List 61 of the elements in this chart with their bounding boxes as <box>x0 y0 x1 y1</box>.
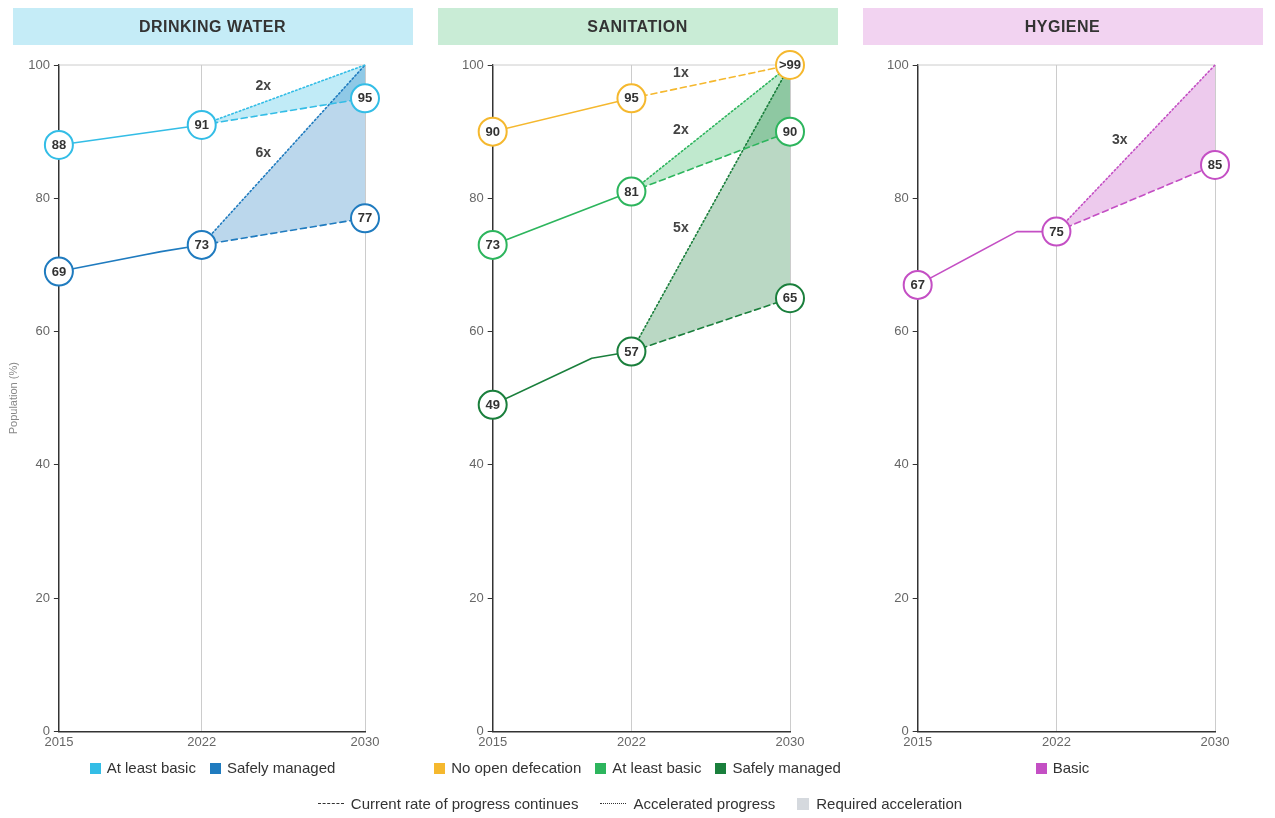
text: Current rate of progress continues <box>349 795 579 812</box>
annotation: 3x <box>1111 131 1128 148</box>
data-label: 85 <box>1207 157 1222 173</box>
x-tick-label: 2030 <box>350 733 379 749</box>
y-tick-label: 20 <box>893 589 909 605</box>
annotation: 6x <box>254 143 271 160</box>
text: Required acceleration <box>815 795 963 812</box>
data-label: 77 <box>357 210 372 226</box>
y-axis-title: Population (%) <box>6 362 19 435</box>
y-tick-label: 40 <box>893 456 909 472</box>
data-label: 73 <box>194 237 209 253</box>
y-tick-label: 80 <box>468 189 484 205</box>
data-label: 88 <box>51 137 66 153</box>
legend-label: Safely managed <box>225 759 336 776</box>
data-label: 90 <box>782 123 797 139</box>
x-tick-label: 2022 <box>186 733 216 749</box>
x-tick-label: 2030 <box>775 733 804 749</box>
y-tick-label: 60 <box>893 323 909 339</box>
data-label: 57 <box>623 343 639 359</box>
chart-title: DRINKING WATER <box>12 8 413 45</box>
y-tick-label: 40 <box>468 456 484 472</box>
y-tick-label: 40 <box>34 456 50 472</box>
data-label: 91 <box>194 117 209 133</box>
y-tick-label: 100 <box>27 56 50 72</box>
annotation: 5x <box>672 219 689 236</box>
legend-label: Basic <box>1051 759 1090 776</box>
y-tick-label: 20 <box>34 589 50 605</box>
annotation: 2x <box>254 77 271 94</box>
chart-title: HYGIENE <box>862 8 1263 45</box>
y-tick-label: 60 <box>468 323 484 339</box>
chart-title: SANITATION <box>437 8 838 45</box>
data-label: 90 <box>484 123 500 139</box>
annotation: 1x <box>672 63 689 80</box>
data-label: 73 <box>484 237 500 253</box>
x-tick-label: 2022 <box>1041 733 1071 749</box>
data-label: 95 <box>623 90 639 106</box>
data-label: 81 <box>623 183 639 199</box>
data-label: 65 <box>782 290 797 306</box>
data-label: 69 <box>51 263 66 279</box>
y-tick-label: 100 <box>886 56 909 72</box>
y-tick-label: 80 <box>893 189 909 205</box>
data-label: 67 <box>909 276 925 292</box>
y-tick-label: 0 <box>900 722 909 738</box>
y-tick-label: 100 <box>461 56 484 72</box>
data-label: 95 <box>357 90 372 106</box>
legend-label: At least basic <box>611 759 702 776</box>
y-tick-label: 60 <box>34 323 50 339</box>
data-label: >99 <box>778 57 801 73</box>
data-label: 75 <box>1048 223 1064 239</box>
y-tick-label: 20 <box>468 589 484 605</box>
annotation: 2x <box>672 121 689 138</box>
x-tick-label: 2030 <box>1200 733 1229 749</box>
y-tick-label: 0 <box>475 722 484 738</box>
y-tick-label: 0 <box>42 722 50 738</box>
legend-label: Safely managed <box>731 759 841 776</box>
y-tick-label: 80 <box>34 189 50 205</box>
x-tick-label: 2022 <box>616 733 646 749</box>
legend-label: At least basic <box>105 759 196 776</box>
text: Accelerated progress <box>632 795 776 812</box>
legend-label: No open defecation <box>450 759 582 776</box>
data-label: 49 <box>484 396 500 412</box>
